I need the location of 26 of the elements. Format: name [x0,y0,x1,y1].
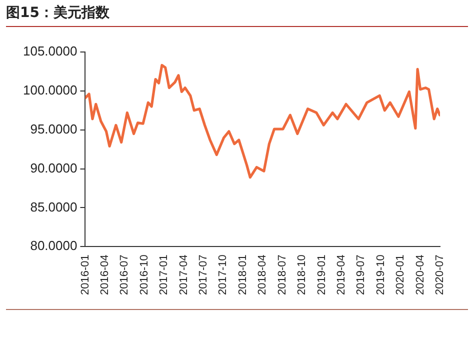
x-tick-label: 2019-10 [374,254,387,296]
y-tick-label: 90.0000 [30,160,78,176]
y-tick-label: 95.0000 [30,121,78,136]
x-tick-label: 2017-01 [158,254,170,296]
x-tick-label: 2018-04 [256,254,269,296]
x-tick-label: 2016-10 [138,254,150,296]
x-tick-label: 2018-10 [296,254,308,296]
x-tick-label: 2017-10 [217,254,230,296]
y-tick-label: 105.0000 [22,44,78,59]
x-tick-label: 2017-04 [178,254,190,296]
x-tick-label: 2019-04 [335,254,348,296]
x-tick-label: 2020-01 [394,254,407,296]
x-tick-label: 2016-04 [98,254,111,296]
x-tick-label: 2020-04 [414,254,426,296]
x-tick-label: 2019-07 [355,254,368,296]
x-tick-label: 2016-01 [79,254,92,296]
x-tick-label: 2019-01 [316,254,328,296]
chart-title: 图15：美元指数 [6,4,468,27]
y-tick-label: 100.0000 [22,82,78,98]
x-tick-label: 2016-07 [118,254,131,296]
x-tick-label: 2018-07 [276,254,288,296]
x-tick-label: 2020-07 [434,254,446,296]
y-tick-label: 80.0000 [30,238,78,254]
x-tick-label: 2017-07 [198,254,210,296]
y-tick-label: 85.0000 [30,199,78,214]
x-tick-label: 2018-01 [236,254,249,296]
